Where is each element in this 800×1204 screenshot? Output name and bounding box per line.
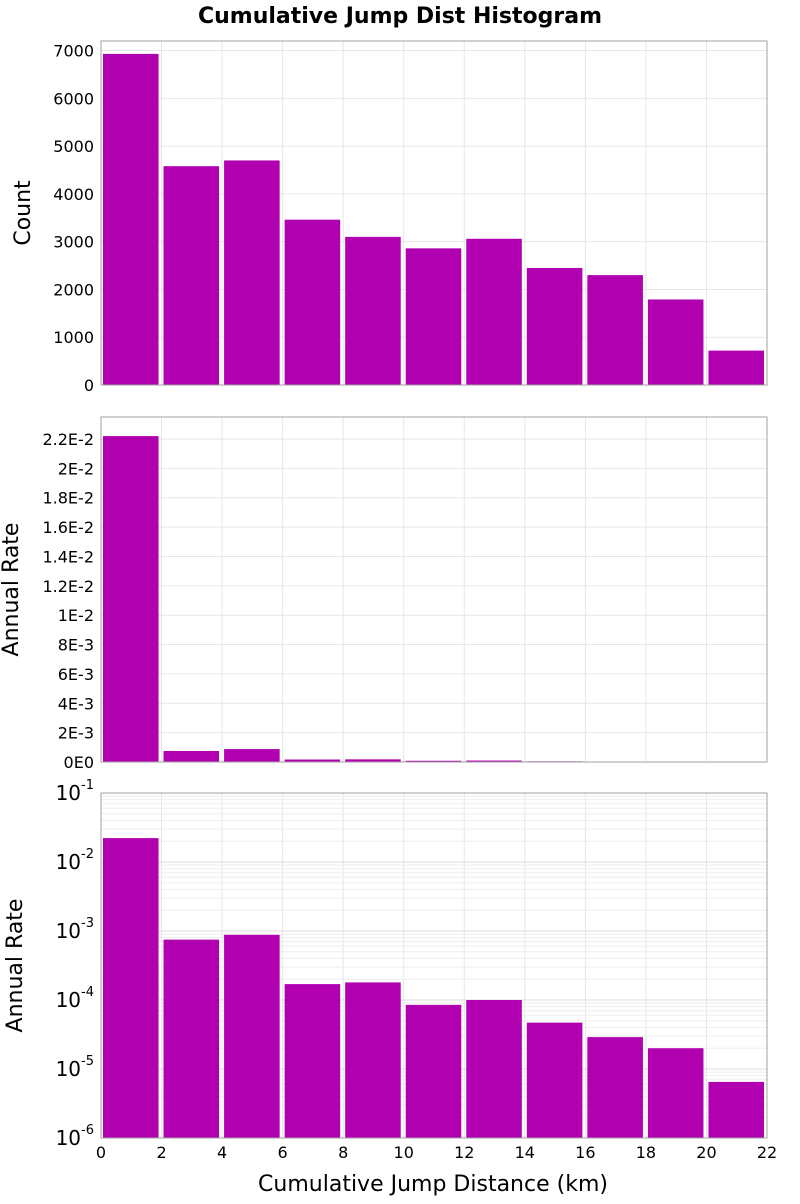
x-tick-label: 18 <box>636 1143 656 1162</box>
y-tick-label: 7000 <box>53 42 94 61</box>
y-tick-labels-2: 0E0 2E-3 4E-3 6E-3 8E-3 1E-2 1.2E-2 1.4E-2 1.6E-… <box>42 430 94 772</box>
bar <box>224 160 280 385</box>
bar <box>466 1000 522 1138</box>
bar <box>284 984 341 1138</box>
bar <box>587 1037 643 1138</box>
x-tick-label: 16 <box>575 1143 595 1162</box>
x-tick-label: 4 <box>217 1143 227 1162</box>
panel-1: 0 1000 2000 3000 4000 5000 6000 7000 Count <box>11 40 768 395</box>
y-tick-label: 1.2E-2 <box>42 577 94 596</box>
y-tick-label: 1.6E-2 <box>42 518 94 537</box>
y-tick-label: 3000 <box>53 233 94 252</box>
y-tick-label: 1.4E-2 <box>42 547 94 566</box>
x-tick-label: 22 <box>757 1143 777 1162</box>
y-tick-label: 1000 <box>53 328 94 347</box>
y-tick-labels-3: 10-6 10-5 10-4 10-3 10-2 10-1 <box>56 778 94 1150</box>
bar <box>647 1048 704 1138</box>
y-tick-label: 4000 <box>53 185 94 204</box>
y-tick-label: 2E-3 <box>58 724 94 743</box>
x-axis-label: Cumulative Jump Distance (km) <box>258 1172 608 1197</box>
bar <box>345 236 401 385</box>
x-tick-label: 20 <box>696 1143 716 1162</box>
bar <box>587 275 643 385</box>
y-tick-label: 1E-2 <box>58 606 94 625</box>
y-tick-label: 10-5 <box>56 1054 94 1081</box>
y-tick-label: 8E-3 <box>58 636 94 655</box>
y-tick-label: 10-3 <box>56 916 94 943</box>
plot-frame-3 <box>100 792 768 1139</box>
bar <box>224 749 280 762</box>
y-tick-label: 10-2 <box>56 847 94 874</box>
y-tick-label: 10-4 <box>56 985 94 1012</box>
y-tick-label: 10-6 <box>56 1123 94 1150</box>
bar <box>708 1081 764 1138</box>
bar <box>103 53 159 386</box>
panel-2: 0E0 2E-3 4E-3 6E-3 8E-3 1E-2 1.2E-2 1.4E-2 1.6E-… <box>0 416 768 772</box>
bar <box>224 934 280 1138</box>
y-tick-label: 6000 <box>53 89 94 108</box>
y-tick-label: 10-1 <box>56 778 94 805</box>
chart-title: Cumulative Jump Dist Histogram <box>198 4 602 29</box>
bar <box>405 248 462 385</box>
y-tick-label: 5000 <box>53 137 94 156</box>
y-tick-labels-1: 0 1000 2000 3000 4000 5000 6000 7000 <box>53 42 94 395</box>
x-tick-label: 6 <box>278 1143 288 1162</box>
x-tick-label: 8 <box>338 1143 348 1162</box>
y-tick-label: 6E-3 <box>58 665 94 684</box>
x-tick-label: 10 <box>394 1143 414 1162</box>
plot-frame-2 <box>100 416 768 763</box>
bar <box>103 436 159 762</box>
y-tick-label: 0 <box>84 376 94 395</box>
bar <box>163 939 220 1138</box>
bar <box>163 166 220 385</box>
bar <box>647 299 704 385</box>
panels-layer: 0 1000 2000 3000 4000 5000 6000 7000 Count 0E0 2E-… <box>0 40 777 1162</box>
y-tick-label: 2E-2 <box>58 459 94 478</box>
y-axis-label-2: Annual Rate <box>0 523 24 657</box>
bar <box>405 760 462 762</box>
y-tick-label: 2000 <box>53 280 94 299</box>
y-tick-label: 2.2E-2 <box>42 430 94 449</box>
bars-3 <box>103 838 764 1138</box>
bar <box>526 267 583 385</box>
x-tick-label: 0 <box>96 1143 106 1162</box>
y-axis-label-1: Count <box>11 180 36 246</box>
y-tick-label: 4E-3 <box>58 694 94 713</box>
bar <box>284 759 341 762</box>
plot-area-2 <box>101 417 767 762</box>
bar <box>466 760 522 762</box>
y-tick-label: 0E0 <box>64 753 94 772</box>
bar <box>103 838 159 1138</box>
x-tick-labels: 0 2 4 6 8 10 12 14 16 18 20 22 <box>96 1143 777 1162</box>
bar <box>526 1022 583 1138</box>
x-tick-label: 12 <box>454 1143 474 1162</box>
bar <box>405 1004 462 1138</box>
bar <box>466 238 522 385</box>
bar <box>708 350 764 385</box>
x-tick-label: 2 <box>156 1143 166 1162</box>
y-axis-label-3: Annual Rate <box>3 899 28 1033</box>
bars-2 <box>103 436 764 763</box>
panel-3: 10-6 10-5 10-4 10-3 10-2 10-1 Annual Rate 0 2 4 6 8… <box>3 778 777 1162</box>
bars-1 <box>103 53 764 386</box>
plot-frame-1 <box>100 40 768 386</box>
bar <box>163 750 220 762</box>
bar <box>284 219 341 385</box>
bar <box>345 759 401 762</box>
x-tick-label: 14 <box>515 1143 535 1162</box>
y-tick-label: 1.8E-2 <box>42 489 94 508</box>
bar <box>345 982 401 1138</box>
